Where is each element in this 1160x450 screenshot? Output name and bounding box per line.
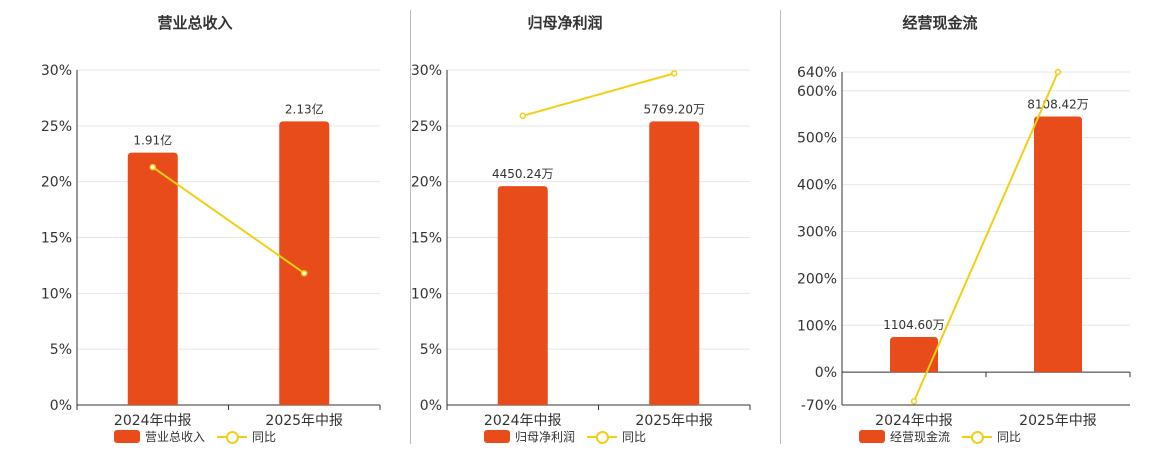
yoy-point [1054, 68, 1062, 76]
chart-panel-revenue: 营业总收入 0% 5% 10% 15% 20% 25% 30% 1.91亿 2.13亿 2024年… [0, 0, 390, 450]
yoy-point [910, 397, 918, 405]
bar [127, 152, 178, 405]
chart-legend: 经营现金流 同比 [740, 428, 1140, 445]
legend-line-swatch [962, 430, 992, 444]
y-tick-label: 400% [797, 178, 837, 194]
yoy-line [522, 72, 675, 117]
x-tick-label: 2025年中报 [1019, 413, 1097, 429]
bar-data-label: 8108.42万 [1027, 98, 1089, 112]
legend-item-bar[interactable]: 营业总收入 [113, 428, 205, 445]
bar-data-label: 1.91亿 [133, 133, 172, 148]
y-tick-label: 100% [797, 318, 837, 334]
legend-item-line[interactable]: 同比 [587, 428, 646, 445]
bar [649, 121, 700, 405]
yoy-point [671, 70, 678, 77]
chart-legend: 营业总收入 同比 [0, 428, 390, 445]
chart-plot: -70% 0% 100% 200% 300% 400% 500% 600% 640% 1104.6… [797, 65, 1131, 429]
chart-title: 经营现金流 [902, 14, 978, 32]
y-tick-label: 20% [41, 175, 72, 191]
legend-label: 经营现金流 [889, 430, 950, 444]
yoy-point [149, 163, 156, 171]
bar-data-label: 1104.60万 [883, 318, 945, 332]
chart-plot: 0% 5% 10% 15% 20% 25% 30% 4450.24万 5769.20万 2024年… [411, 63, 751, 429]
bar-data-label: 2.13亿 [285, 101, 324, 116]
y-tick-label: 500% [797, 131, 837, 147]
chart-panel-cash-flow: 经营现金流 -70% 0% 100% 200% 300% 400% 500% 600% 640%… [740, 0, 1140, 450]
yoy-point [301, 269, 308, 277]
legend-line-swatch [217, 430, 247, 444]
x-tick-label: 2025年中报 [635, 413, 713, 429]
legend-label: 同比 [252, 430, 277, 444]
legend-line-swatch [587, 430, 617, 444]
legend-bar-swatch [858, 430, 885, 443]
panel-divider [780, 10, 781, 444]
y-tick-label: 300% [797, 224, 837, 240]
legend-item-line[interactable]: 同比 [962, 428, 1021, 445]
legend-bar-swatch [483, 430, 510, 443]
panel-divider [410, 10, 411, 444]
chart-panel-net-profit: 归母净利润 0% 5% 10% 15% 20% 25% 30% 4450.24万 5769.20… [370, 0, 760, 450]
x-tick-label: 2024年中报 [114, 413, 192, 429]
y-tick-label: 0% [420, 398, 442, 414]
x-tick-label: 2025年中报 [265, 413, 343, 429]
legend-label: 营业总收入 [144, 430, 205, 444]
chart-title: 归母净利润 [527, 14, 603, 32]
y-tick-label: 25% [41, 119, 72, 135]
bar [279, 121, 330, 405]
y-tick-label: 15% [411, 231, 442, 247]
bar-data-label: 4450.24万 [492, 167, 554, 181]
bar [497, 186, 548, 405]
legend-item-bar[interactable]: 经营现金流 [858, 428, 950, 445]
y-tick-label: 200% [797, 271, 837, 287]
legend-item-bar[interactable]: 归母净利润 [483, 428, 575, 445]
y-tick-label: 640% [797, 65, 837, 81]
y-tick-label: 15% [41, 231, 72, 247]
y-tick-label: 30% [411, 63, 442, 79]
chart-plot: 0% 5% 10% 15% 20% 25% 30% 1.91亿 2.13亿 2024年中报 2025… [41, 63, 381, 429]
legend-label: 同比 [997, 430, 1022, 444]
y-tick-label: 25% [411, 119, 442, 135]
y-tick-label: 0% [815, 365, 837, 381]
y-tick-label: 5% [50, 342, 72, 358]
x-tick-label: 2024年中报 [484, 413, 562, 429]
y-tick-label: 30% [41, 63, 72, 79]
bar-data-label: 5769.20万 [643, 102, 705, 116]
y-tick-label: -70% [801, 398, 837, 414]
yoy-point [519, 112, 526, 120]
y-tick-label: 10% [41, 286, 72, 302]
chart-title: 营业总收入 [157, 14, 233, 32]
legend-bar-swatch [113, 430, 140, 443]
y-tick-label: 5% [420, 342, 442, 358]
x-tick-label: 2024年中报 [875, 413, 953, 429]
chart-legend: 归母净利润 同比 [370, 428, 760, 445]
yoy-line [152, 166, 305, 275]
y-tick-label: 10% [411, 286, 442, 302]
legend-item-line[interactable]: 同比 [217, 428, 276, 445]
y-tick-label: 0% [50, 398, 72, 414]
bar [1034, 116, 1082, 373]
yoy-line [913, 71, 1059, 402]
legend-label: 同比 [622, 430, 647, 444]
legend-label: 归母净利润 [514, 430, 575, 444]
bar [890, 336, 938, 373]
y-tick-label: 20% [411, 175, 442, 191]
y-tick-label: 600% [797, 84, 837, 100]
